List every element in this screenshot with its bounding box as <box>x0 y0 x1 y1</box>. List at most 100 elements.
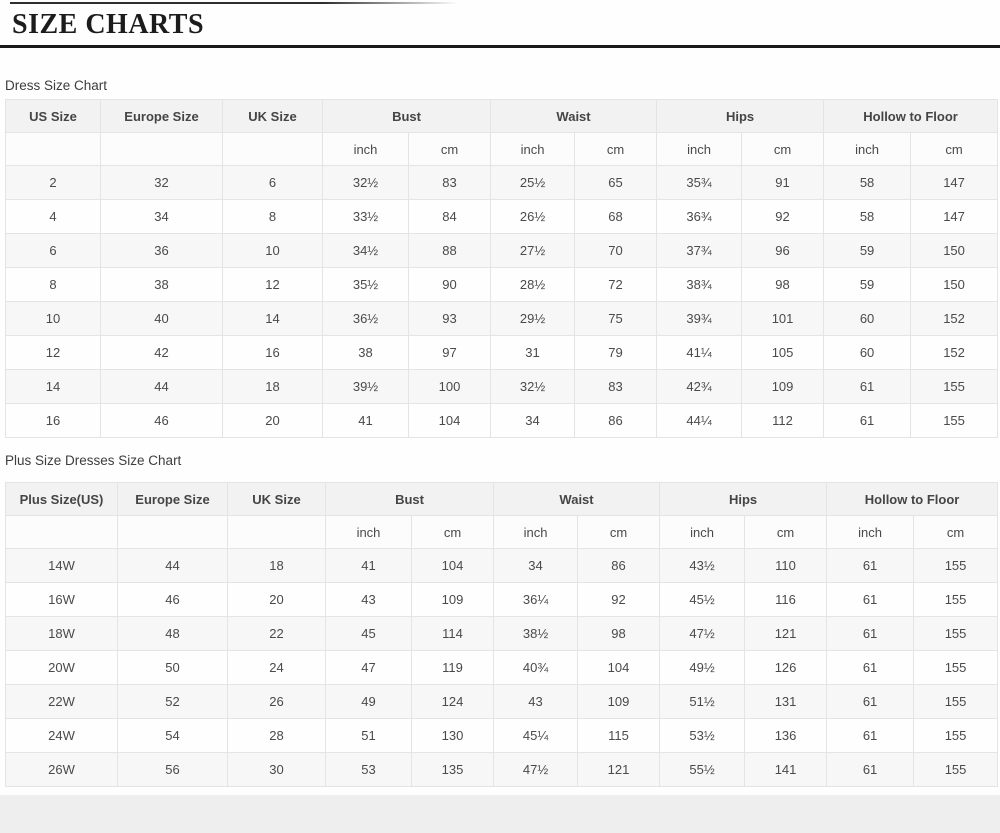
size-row: 6 36 10 34½ 88 27½ 70 37¾ 96 59 150 <box>5 233 999 268</box>
cell: 51½ <box>659 684 746 719</box>
cell: 18 <box>227 548 326 583</box>
unit-header: inch <box>322 132 409 166</box>
unit-header: inch <box>659 515 746 549</box>
cell: 34½ <box>322 233 409 268</box>
cell: 92 <box>741 199 825 234</box>
cell: 28½ <box>490 267 576 302</box>
cell: 155 <box>913 650 999 685</box>
unit-header: cm <box>744 515 828 549</box>
unit-header: cm <box>574 132 658 166</box>
blank-header-cell <box>117 515 228 549</box>
cell: 147 <box>910 199 999 234</box>
unit-header: inch <box>325 515 412 549</box>
cell: 135 <box>410 752 495 787</box>
cell: 29½ <box>490 301 576 336</box>
cell: 45¼ <box>493 718 579 753</box>
cell: 8 <box>5 267 101 302</box>
cell: 34 <box>493 548 579 583</box>
size-row: 12 42 16 38 97 31 79 41¼ 105 60 152 <box>5 335 999 370</box>
cell: 59 <box>823 233 912 268</box>
cell: 98 <box>741 267 825 302</box>
cell: 43 <box>325 582 412 617</box>
cell: 38½ <box>493 616 579 651</box>
cell: 49½ <box>659 650 746 685</box>
cell: 61 <box>823 369 912 404</box>
cell: 112 <box>741 403 825 438</box>
dress-size-chart-table: US Size Europe Size UK Size Bust Waist Hips Ho… <box>5 99 999 438</box>
cell: 18 <box>222 369 323 404</box>
cell: 20W <box>5 650 118 685</box>
cell: 40 <box>100 301 223 336</box>
cell: 155 <box>913 752 999 787</box>
size-row: 14W 44 18 41 104 34 86 43½ 110 61 155 <box>5 548 999 583</box>
cell: 83 <box>407 165 492 200</box>
cell: 155 <box>913 684 999 719</box>
column-header-group: Hips <box>656 99 825 133</box>
cell: 47½ <box>659 616 746 651</box>
cell: 14 <box>222 301 323 336</box>
cell: 98 <box>577 616 661 651</box>
unit-header: cm <box>913 515 999 549</box>
cell: 130 <box>410 718 495 753</box>
cell: 147 <box>910 165 999 200</box>
cell: 53½ <box>659 718 746 753</box>
cell: 44 <box>100 369 223 404</box>
cell: 155 <box>913 616 999 651</box>
cell: 20 <box>227 582 326 617</box>
cell: 43 <box>493 684 579 719</box>
cell: 79 <box>574 335 658 370</box>
cell: 39¾ <box>656 301 743 336</box>
cell: 155 <box>910 403 999 438</box>
cell: 84 <box>407 199 492 234</box>
cell: 104 <box>577 650 661 685</box>
size-row: 8 38 12 35½ 90 28½ 72 38¾ 98 59 150 <box>5 267 999 302</box>
blank-header-cell <box>100 132 223 166</box>
cell: 32 <box>100 165 223 200</box>
cell: 83 <box>574 369 658 404</box>
cell: 93 <box>407 301 492 336</box>
cell: 36 <box>100 233 223 268</box>
cell: 32½ <box>322 165 409 200</box>
size-row: 14 44 18 39½ 100 32½ 83 42¾ 109 61 155 <box>5 369 999 404</box>
cell: 86 <box>577 548 661 583</box>
cell: 35¾ <box>656 165 743 200</box>
cell: 42 <box>100 335 223 370</box>
cell: 37¾ <box>656 233 743 268</box>
cell: 121 <box>577 752 661 787</box>
cell: 50 <box>117 650 228 685</box>
cell: 155 <box>910 369 999 404</box>
cell: 27½ <box>490 233 576 268</box>
cell: 155 <box>913 718 999 753</box>
cell: 86 <box>574 403 658 438</box>
cell: 61 <box>826 718 915 753</box>
cell: 12 <box>222 267 323 302</box>
cell: 114 <box>410 616 495 651</box>
cell: 110 <box>744 548 828 583</box>
cell: 105 <box>741 335 825 370</box>
column-header-group: Bust <box>321 99 492 133</box>
cell: 33½ <box>322 199 409 234</box>
cell: 34 <box>490 403 576 438</box>
column-header-row: US Size Europe Size UK Size Bust Waist Hips Ho… <box>5 99 999 133</box>
cell: 36¾ <box>656 199 743 234</box>
cell: 104 <box>410 548 495 583</box>
cell: 31 <box>490 335 576 370</box>
cell: 25½ <box>490 165 576 200</box>
column-header-group: Waist <box>490 99 658 133</box>
cell: 61 <box>823 403 912 438</box>
cell: 68 <box>574 199 658 234</box>
cell: 41¼ <box>656 335 743 370</box>
cell: 150 <box>910 233 999 268</box>
cell: 26W <box>5 752 118 787</box>
cell: 115 <box>577 718 661 753</box>
unit-header: inch <box>826 515 915 549</box>
size-row: 10 40 14 36½ 93 29½ 75 39¾ 101 60 152 <box>5 301 999 336</box>
cell: 45 <box>325 616 412 651</box>
cell: 47½ <box>493 752 579 787</box>
cell: 32½ <box>490 369 576 404</box>
cell: 16W <box>5 582 118 617</box>
cell: 109 <box>741 369 825 404</box>
cell: 60 <box>823 301 912 336</box>
cell: 2 <box>5 165 101 200</box>
cell: 51 <box>325 718 412 753</box>
